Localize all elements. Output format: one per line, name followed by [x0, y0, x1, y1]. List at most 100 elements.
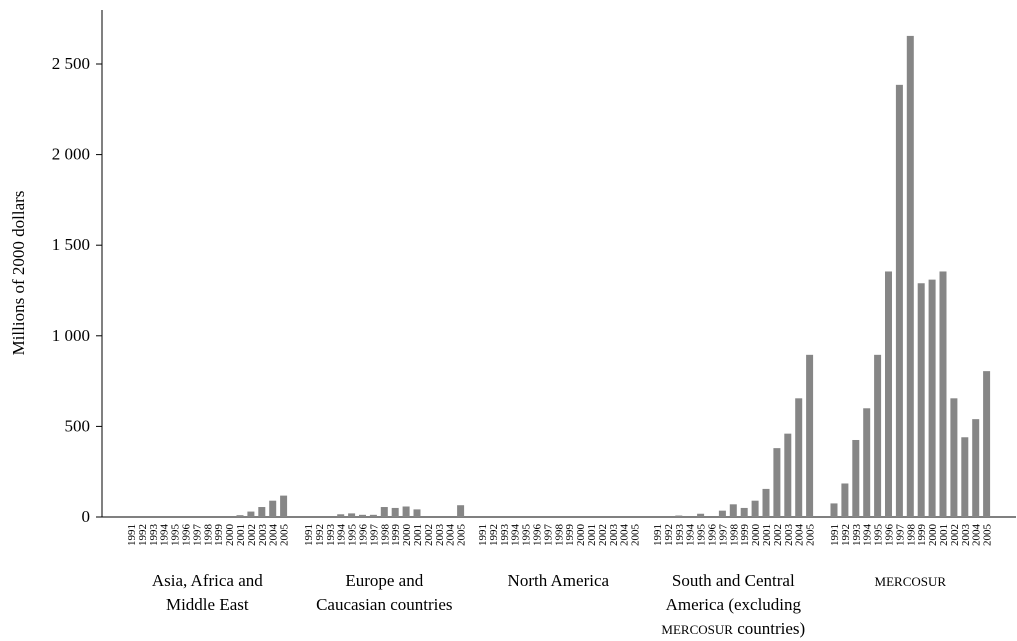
bar — [697, 513, 705, 517]
year-tick-label: 2002 — [597, 524, 609, 546]
bar — [863, 408, 871, 517]
group-label: Europe and — [345, 571, 423, 590]
year-tick-label: 1992 — [840, 524, 852, 546]
bar — [413, 509, 421, 517]
bar — [906, 35, 914, 517]
bar — [369, 514, 377, 517]
year-tick-label: 2002 — [949, 524, 961, 546]
year-tick-label: 1996 — [707, 524, 719, 547]
bar — [972, 419, 980, 517]
bar — [269, 500, 277, 517]
year-tick-label: 1999 — [916, 524, 928, 547]
year-tick-label: 1996 — [358, 524, 370, 547]
year-tick-label: 2003 — [257, 524, 269, 547]
year-tick-label: 1994 — [159, 524, 171, 547]
bar — [258, 507, 266, 517]
year-tick-label: 2002 — [772, 524, 784, 546]
y-tick-label: 2 000 — [52, 145, 90, 164]
bar — [718, 510, 726, 517]
bar — [841, 483, 849, 517]
year-tick-label: 1998 — [553, 524, 565, 547]
year-tick-label: 2004 — [445, 524, 457, 547]
group-label: America (excluding — [666, 595, 802, 614]
bar — [762, 488, 770, 517]
group-label: Asia, Africa and — [152, 571, 263, 590]
bar — [280, 495, 288, 517]
bar — [359, 514, 366, 517]
year-tick-label: 1999 — [390, 524, 402, 547]
year-tick-label: 2000 — [927, 524, 939, 547]
year-tick-label: 1992 — [488, 524, 500, 546]
bar — [874, 354, 882, 517]
year-tick-label: 1994 — [862, 524, 874, 547]
year-tick-label: 2001 — [938, 524, 950, 546]
group-label: MERCOSUR — [875, 574, 947, 589]
year-tick-label: 1996 — [181, 524, 193, 547]
year-tick-label: 1995 — [873, 524, 885, 547]
year-tick-label: 1995 — [170, 524, 182, 547]
bar — [380, 507, 388, 517]
year-tick-label: 2001 — [586, 524, 598, 546]
bar — [939, 271, 947, 517]
year-tick-label: 1993 — [148, 524, 160, 547]
bars — [236, 35, 991, 517]
bar — [895, 84, 903, 517]
year-tick-label: 1993 — [674, 524, 686, 547]
bar — [795, 398, 803, 517]
year-tick-label: 2004 — [971, 524, 983, 547]
group-label: Middle East — [166, 595, 249, 614]
bar — [247, 511, 255, 517]
bar — [740, 507, 748, 517]
year-tick-label: 1997 — [542, 524, 554, 547]
y-tick-label: 500 — [65, 416, 91, 435]
year-tick-label: 2000 — [750, 524, 762, 547]
y-tick-label: 1 500 — [52, 235, 90, 254]
year-tick-label: 1996 — [532, 524, 544, 547]
bar — [729, 504, 737, 517]
bar — [928, 279, 936, 517]
year-tick-label: 2003 — [783, 524, 795, 547]
bar — [457, 505, 465, 517]
bar — [391, 507, 399, 517]
bar — [950, 398, 958, 517]
bar — [773, 448, 781, 517]
y-tick-label: 0 — [82, 507, 91, 526]
year-tick-label: 2005 — [982, 524, 994, 547]
year-tick-label: 1991 — [303, 524, 315, 546]
bar — [348, 513, 356, 517]
year-tick-label: 2001 — [412, 524, 424, 546]
year-tick-label: 1998 — [728, 524, 740, 547]
year-tick-label: 2005 — [456, 524, 468, 547]
year-tick-label: 1993 — [499, 524, 511, 547]
year-tick-label: 1992 — [314, 524, 326, 546]
year-tick-label: 1996 — [884, 524, 896, 547]
year-tick-label: 1991 — [829, 524, 841, 546]
year-tick-label: 1993 — [851, 524, 863, 547]
year-tick-label: 1992 — [663, 524, 675, 546]
bar — [885, 271, 892, 517]
year-tick-label: 1999 — [564, 524, 576, 547]
bar — [675, 515, 683, 517]
year-tick-label: 1998 — [202, 524, 214, 547]
year-tick-label: 2001 — [235, 524, 247, 546]
year-tick-label: 2004 — [794, 524, 806, 547]
year-tick-label: 1992 — [137, 524, 149, 546]
y-tick-label: 1 000 — [52, 326, 90, 345]
year-tick-label: 1999 — [739, 524, 751, 547]
year-tick-label: 2002 — [423, 524, 435, 546]
year-tick-label: 1998 — [379, 524, 391, 547]
bar — [806, 354, 814, 517]
bar — [917, 283, 925, 517]
year-tick-label: 1991 — [652, 524, 664, 546]
y-tick-label: 2 500 — [52, 54, 90, 73]
year-tick-label: 1997 — [368, 524, 380, 547]
year-tick-label: 1995 — [696, 524, 708, 547]
bar — [961, 437, 969, 517]
group-label: MERCOSUR countries) — [661, 619, 805, 638]
group-label: South and Central — [672, 571, 795, 590]
year-tick-label: 1997 — [717, 524, 729, 547]
group-label: North America — [508, 571, 610, 590]
year-tick-label: 2003 — [608, 524, 620, 547]
